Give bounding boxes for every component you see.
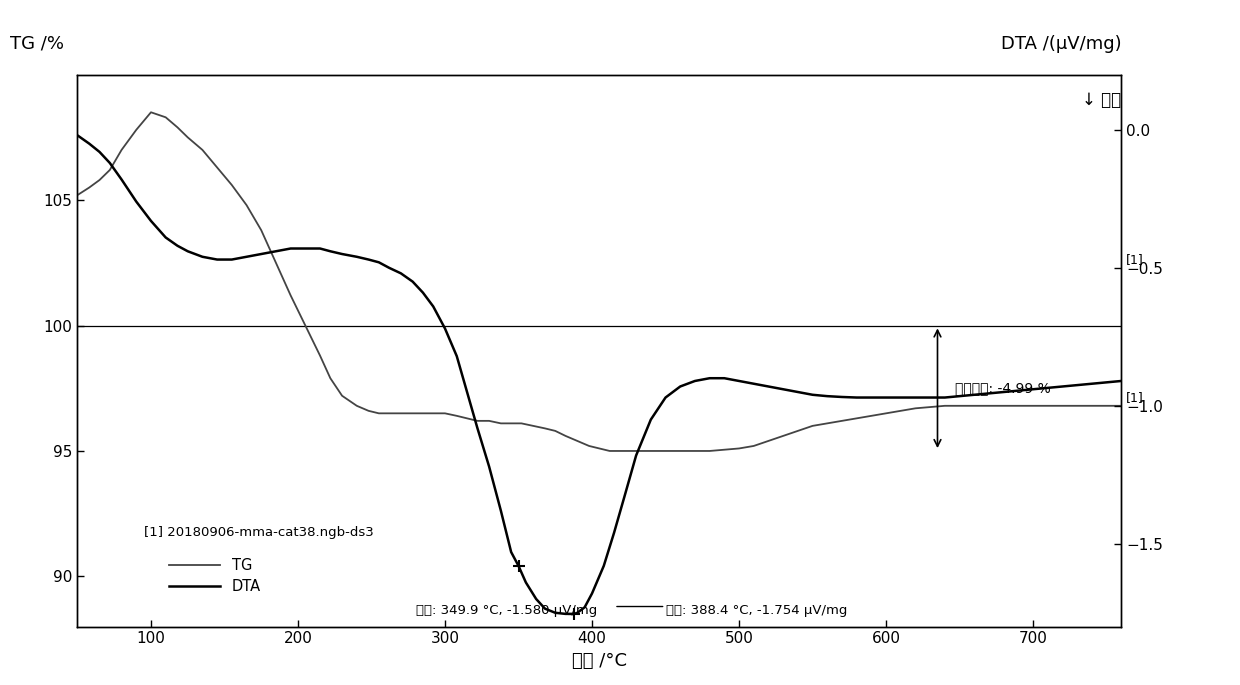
Text: [1]: [1] [1126,253,1143,266]
X-axis label: 温度 /°C: 温度 /°C [572,652,627,670]
Text: 质量变化: -4.99 %: 质量变化: -4.99 % [955,382,1050,395]
Text: DTA /(μV/mg): DTA /(μV/mg) [1001,34,1121,53]
Text: [1]: [1] [1126,391,1143,404]
Text: [1] 20180906-mma-cat38.ngb-ds3: [1] 20180906-mma-cat38.ngb-ds3 [144,526,373,539]
Text: ↓ 放热: ↓ 放热 [1083,91,1121,109]
Legend: TG, DTA: TG, DTA [162,553,267,600]
Text: TG /%: TG /% [10,34,63,53]
Text: 峰値: 388.4 °C, -1.754 μV/mg: 峰値: 388.4 °C, -1.754 μV/mg [666,603,847,616]
Text: 峰値: 349.9 °C, -1.580 μV/mg: 峰値: 349.9 °C, -1.580 μV/mg [415,603,596,616]
